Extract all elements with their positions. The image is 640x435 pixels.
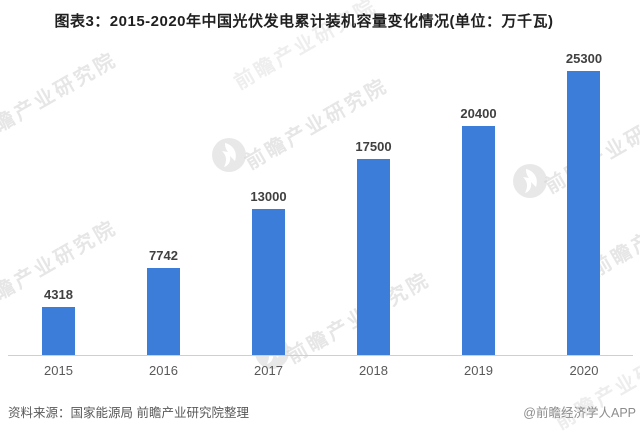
chart-title: 图表3：2015-2020年中国光伏发电累计装机容量变化情况(单位：万千瓦) [54,13,554,30]
x-tick-label-2019: 2019 [464,363,493,378]
bar-2017 [251,209,285,355]
bar-column-2016: 7742 [119,0,209,355]
bar-2019 [461,126,495,355]
x-tick-label-2018: 2018 [359,363,388,378]
bar-column-2017: 13000 [224,0,314,355]
x-tick-label-2020: 2020 [569,363,599,378]
bar-value-label-2020: 25300 [565,51,603,66]
x-tick-label-2016: 2016 [149,363,178,378]
bar-value-label-2015: 4318 [44,287,73,302]
x-axis-line [8,355,633,356]
x-axis-tick-row: 2015 2016 2017 2018 2019 2020 [0,363,640,381]
bar-2018 [356,159,390,355]
bar-value-label-2017: 13000 [250,189,287,204]
plot-area: 4318 7742 13000 17500 20400 25300 [14,0,629,355]
brand-credit: @前瞻经济学人APP [523,406,636,420]
bar-column-2015: 4318 [14,0,104,355]
bar-value-label-2018: 17500 [355,139,392,154]
x-tick-label-2015: 2015 [44,363,73,378]
bar-column-2020: 25300 [539,0,629,355]
bar-value-label-2016: 7742 [149,248,178,263]
bar-2015 [41,307,75,355]
x-tick-label-2017: 2017 [254,363,283,378]
bar-column-2018: 17500 [329,0,419,355]
bar-column-2019: 20400 [434,0,524,355]
bar-2016 [146,268,180,355]
bar-value-label-2019: 20400 [460,106,497,121]
bar-2020 [567,71,600,355]
source-note: 资料来源：国家能源局 前瞻产业研究院整理 [8,406,249,420]
